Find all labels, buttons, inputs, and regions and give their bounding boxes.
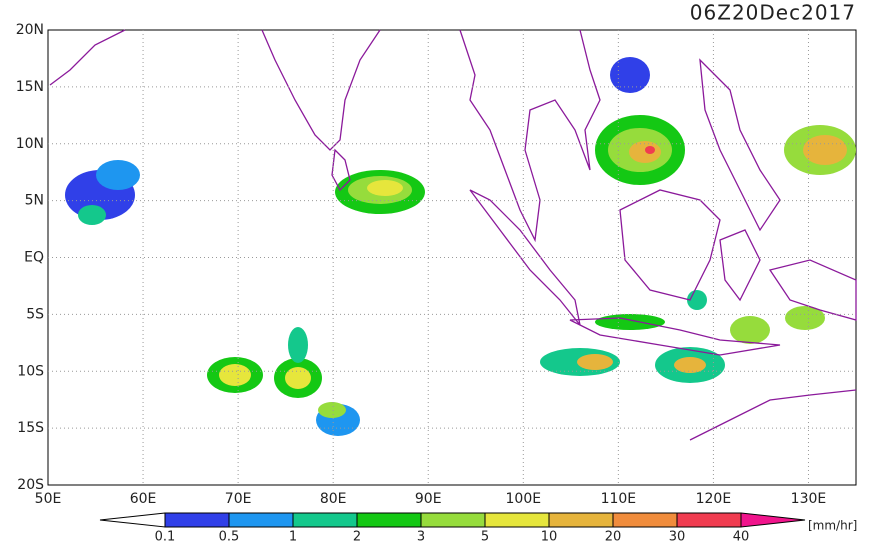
colorbar-box [292,512,358,528]
precip-cell [96,160,140,190]
x-tick-label: 80E [320,491,347,507]
colorbar: 0.1 0.5 1 2 3 5 10 20 30 40 [mm/hr] [99,512,857,545]
precip-cell [577,354,613,370]
precip-layer [65,57,856,436]
precip-cell [367,180,403,196]
colorbar-box [420,512,486,528]
x-tick-label: 50E [35,491,62,507]
colorbar-box [548,512,614,528]
coastline [719,229,761,302]
colorbar-box [484,512,550,528]
y-tick-label: 15N [16,79,44,95]
colorbar-label: 1 [289,530,297,545]
coastline [331,148,351,192]
precip-cell [785,306,825,330]
precip-cell [78,205,106,225]
precip-cell [645,146,655,154]
x-tick-label: 90E [415,491,442,507]
coastline [689,389,857,441]
colorbar-box [612,512,678,528]
colorbar-box [164,512,230,528]
coastline [699,58,781,232]
precip-cell [219,364,251,386]
colorbar-box [228,512,294,528]
graticule: 50E 60E 70E 80E 90E 100E 110E 120E 130E 20N 15N 10N… [16,22,856,507]
y-tick-label: 10N [16,136,44,152]
coastline [261,29,381,151]
colorbar-label: 30 [669,530,686,545]
y-tick-label: 10S [17,363,44,379]
coastline [469,189,581,326]
precip-cell [629,141,661,163]
precip-cell [285,367,311,389]
y-tick-label: 20S [17,477,44,493]
y-tick-label: 15S [17,420,44,436]
x-tick-label: 100E [506,491,542,507]
coastline [619,189,721,301]
colorbar-label: 0.5 [219,530,240,545]
colorbar-label: 2 [353,530,361,545]
y-tick-label: 20N [16,22,44,38]
precip-cell [674,357,706,373]
y-tick-label: EQ [24,250,44,266]
precip-cell [730,316,770,344]
precip-cell [610,57,650,93]
coastline [49,29,126,86]
precip-cell [318,402,346,418]
y-tick-label: 5N [25,193,44,209]
colorbar-label: 10 [541,530,558,545]
y-tick-label: 5S [26,306,44,322]
x-tick-label: 110E [601,491,637,507]
colorbar-arrow [99,512,166,528]
colorbar-box [676,512,742,528]
x-tick-label: 60E [130,491,157,507]
map-title: 06Z20Dec2017 [690,1,856,25]
coastline [459,29,601,243]
colorbar-box [356,512,422,528]
x-tick-label: 130E [791,491,827,507]
colorbar-label: 0.1 [155,530,176,545]
colorbar-unit: [mm/hr] [808,519,857,533]
x-tick-label: 120E [696,491,732,507]
x-tick-label: 70E [225,491,252,507]
coastlines [49,29,857,441]
colorbar-label: 20 [605,530,622,545]
coastline [569,317,781,356]
precip-cell [595,314,665,330]
colorbar-label: 40 [733,530,750,545]
colorbar-label: 3 [417,530,425,545]
colorbar-arrow [740,512,806,528]
coastline [768,259,857,321]
colorbar-label: 5 [481,530,489,545]
precip-cell [288,327,308,363]
precip-cell [803,135,847,165]
